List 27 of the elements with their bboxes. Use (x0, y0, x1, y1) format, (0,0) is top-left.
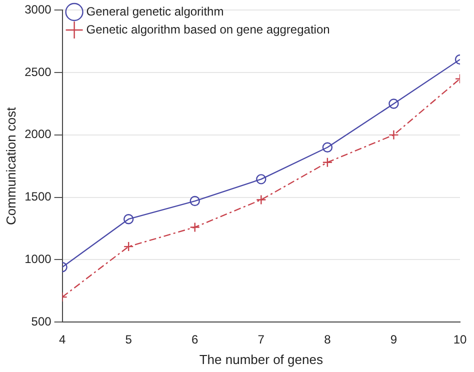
x-tick-label: 10 (453, 332, 467, 347)
y-tick-label: 3000 (24, 2, 52, 17)
point (190, 222, 200, 232)
point (322, 142, 333, 152)
x-axis-title: The number of genes (199, 352, 324, 367)
y-tick-label: 1000 (24, 252, 52, 266)
x-tick-label: 9 (390, 332, 398, 347)
y-tick-label: 2500 (24, 64, 52, 79)
y-axis-title: Communication cost (3, 106, 18, 225)
point (123, 214, 134, 224)
x-tick-label: 8 (324, 332, 332, 347)
point (256, 194, 266, 205)
x-tick-label: 4 (58, 332, 66, 347)
x-tick-label: 7 (258, 332, 265, 347)
point (256, 174, 266, 184)
y-tick-label: 1500 (24, 190, 52, 204)
legend-label: Genetic algorithm based on gene aggregation (86, 22, 330, 36)
x-tick-label: 6 (192, 332, 199, 347)
point (322, 157, 333, 168)
point (123, 241, 134, 252)
y-tick-label: 500 (31, 314, 52, 328)
point (388, 98, 399, 109)
x-tick-label: 5 (125, 332, 132, 347)
point (190, 196, 200, 206)
y-tick-label: 2000 (24, 127, 52, 142)
point (388, 130, 399, 140)
legend-label: General genetic algorithm (86, 4, 224, 18)
